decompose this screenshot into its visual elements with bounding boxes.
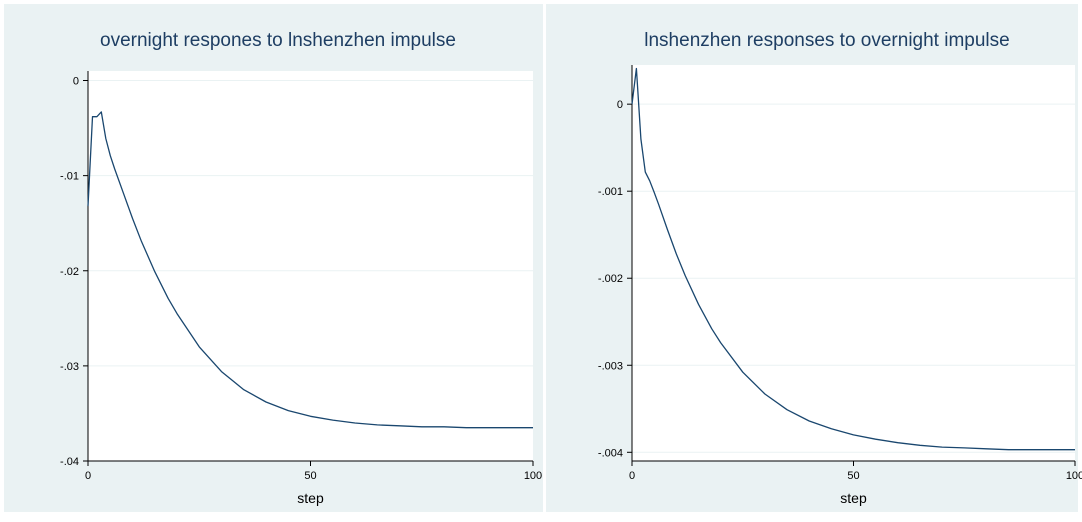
y-tick-label: -.03 (60, 361, 79, 373)
x-tick-label: 0 (629, 470, 635, 482)
y-tick-label: -.002 (598, 273, 623, 285)
chart-title: lnshenzhen responses to overnight impuls… (644, 30, 1009, 51)
y-tick-label: -.01 (60, 171, 79, 183)
x-tick-label: 0 (85, 470, 91, 482)
x-tick-label: 100 (524, 470, 542, 482)
y-tick-label: -.001 (598, 186, 623, 198)
y-tick-label: 0 (617, 99, 623, 111)
x-tick-label: 50 (847, 470, 859, 482)
plot-area (632, 65, 1075, 461)
x-axis-label: step (840, 490, 867, 506)
y-tick-label: -.04 (60, 456, 79, 468)
series-line (87, 111, 533, 429)
chart-panel-1: 0 -.01 -.02 -.03 -.04 0 50 100 overnight respone… (4, 4, 543, 512)
y-tick-label: -.003 (598, 360, 623, 372)
y-tick-label: 0 (73, 76, 79, 88)
plot-area (88, 71, 533, 461)
chart-title: overnight respones to lnshenzhen impulse (100, 30, 456, 51)
series-line (631, 67, 1075, 451)
x-axis-label: step (297, 490, 324, 506)
y-tick-label: -.004 (598, 447, 623, 459)
x-tick-label: 100 (1066, 470, 1082, 482)
chart-panel-2: 0 -.001 -.002 -.003 -.004 0 50 100 lnshenzhen re… (546, 4, 1082, 512)
x-tick-label: 50 (304, 470, 316, 482)
y-tick-label: -.02 (60, 266, 79, 278)
